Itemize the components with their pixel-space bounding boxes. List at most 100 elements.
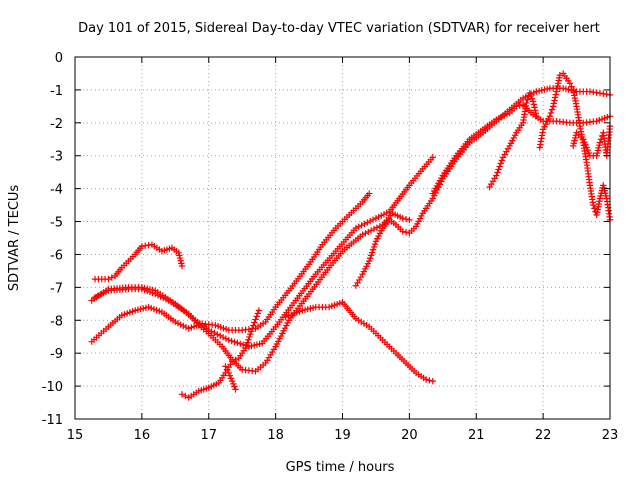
data-point [225,336,233,344]
x-tick-label: 22 [535,428,552,443]
data-point [234,339,241,347]
data-point [255,307,263,314]
data-point [232,386,239,393]
data-point [373,224,381,231]
data-point [182,392,189,400]
data-point [364,219,371,226]
data-point [530,101,537,108]
data-point [290,310,298,317]
y-tick-label: 0 [55,51,63,66]
data-point [526,90,533,97]
data-point [399,228,406,235]
data-point [247,330,254,338]
data-point [355,223,362,230]
axes: 15 16 17 18 19 20 21 22 23 0 -1 -2 -3 -4 -5 -6 -7 -8 -9 -10… [42,51,619,443]
data-point [178,391,186,398]
data-point [583,144,590,151]
data-point [219,333,227,341]
data-point [370,225,378,233]
data-point [581,138,588,146]
data-point [253,313,260,320]
data-point [288,311,295,318]
data-point [516,102,523,109]
data-point [493,172,500,179]
data-point [214,331,221,338]
data-point [531,104,538,111]
data-point [178,262,186,270]
data-point [366,257,373,265]
data-point [550,100,558,107]
series-track-2 [91,210,413,375]
data-point [368,249,376,256]
x-tick-label: 17 [200,428,217,443]
data-point [498,157,506,164]
data-point [548,106,556,113]
y-tick-label: -4 [50,183,63,198]
x-axis-label: GPS time / hours [286,460,395,475]
data-point [254,310,261,317]
data-marks [88,70,614,401]
data-point [556,71,564,79]
data-point [580,136,587,143]
y-tick-label: -9 [50,347,63,362]
data-point [243,342,250,349]
x-tick-label: 16 [134,428,151,443]
data-point [285,312,292,320]
data-point [528,95,536,102]
data-point [531,107,539,114]
data-point [524,96,531,103]
series-track-8 [352,85,614,289]
data-point [296,308,303,315]
data-point [426,377,433,384]
x-tick-label: 15 [67,428,84,443]
data-point [582,141,589,148]
series-track-9 [429,101,614,197]
data-point [496,163,503,170]
data-point [251,319,258,326]
data-point [369,216,377,223]
series-track-7 [282,298,436,385]
y-tick-label: -5 [50,216,63,231]
data-point [495,166,502,173]
data-point [591,205,598,212]
y-tick-label: -6 [50,248,63,263]
data-point [249,325,256,332]
data-point [359,231,366,238]
x-tick-label: 19 [334,428,351,443]
y-tick-label: -11 [42,413,63,428]
data-point [527,92,535,100]
data-point [361,220,368,228]
data-point [244,339,251,346]
data-point [429,154,436,161]
data-point [399,215,406,222]
data-point [211,329,218,337]
data-point [228,358,236,365]
data-point [352,224,360,232]
data-point [590,201,597,209]
data-point [523,99,530,107]
data-point [367,227,375,234]
data-point [242,345,249,352]
data-point [533,113,540,120]
data-point [239,341,247,348]
y-tick-label: -10 [42,380,63,395]
y-tick-label: -8 [50,314,63,329]
data-point [568,83,575,90]
data-point [250,322,257,329]
series-track-6 [222,363,239,393]
data-point [228,377,236,385]
data-point [494,169,501,176]
data-point [369,246,377,253]
data-point [367,252,375,259]
y-tick-label: -2 [50,117,63,132]
series-track-12 [570,122,614,159]
data-point [366,190,373,197]
data-point [551,94,559,101]
x-tick-label: 20 [401,428,418,443]
data-point [532,110,539,117]
data-point [225,369,233,377]
chart-title: Day 101 of 2015, Sidereal Day-to-day VTE… [78,21,600,36]
data-point [552,91,560,98]
data-point [406,216,413,224]
